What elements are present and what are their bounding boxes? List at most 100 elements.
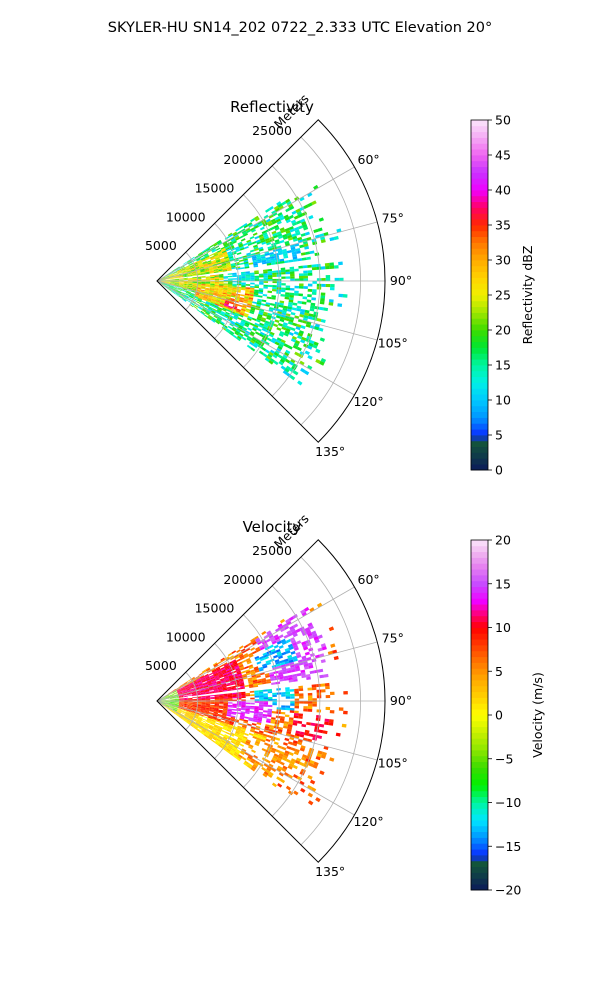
radar-cell [245, 657, 251, 662]
radar-cell [217, 240, 222, 245]
radar-cell [199, 266, 204, 269]
radar-cell [220, 311, 226, 315]
radar-field-cells [157, 602, 348, 806]
radar-cell [204, 711, 209, 714]
radar-cell [171, 710, 176, 714]
radar-cell [267, 765, 273, 770]
radar-cell [214, 703, 220, 705]
radar-cell [169, 704, 174, 707]
radar-cell [242, 737, 247, 741]
radar-cell [170, 279, 175, 281]
radar-cell [181, 269, 187, 272]
radar-cell [288, 679, 294, 683]
radar-cell [265, 769, 270, 774]
radar-cell [176, 711, 181, 714]
radar-cell [221, 715, 227, 719]
radar-cell [213, 293, 218, 297]
radar-cell [192, 274, 197, 277]
radar-cell [265, 738, 271, 743]
radar-cell [227, 704, 233, 707]
range-tick-label: 5000 [145, 658, 177, 673]
radar-cell [204, 254, 209, 258]
radar-cell [170, 282, 175, 284]
radar-cell [243, 260, 249, 263]
radar-cell [259, 704, 264, 707]
radar-cell [218, 288, 224, 291]
radar-cell [204, 312, 210, 316]
radar-cell [279, 718, 285, 722]
radar-cell [238, 676, 243, 680]
radar-cell [181, 269, 187, 272]
radar-cell [223, 324, 228, 329]
radar-cell [174, 696, 179, 698]
radar-cell [293, 293, 299, 296]
radar-cell [222, 709, 228, 711]
radar-cell [229, 330, 235, 335]
radar-cell [304, 651, 310, 656]
radar-cell [205, 722, 210, 726]
radar-cell [211, 318, 216, 322]
radar-cell [302, 223, 308, 228]
radar-cell [242, 242, 248, 247]
radar-cell [287, 306, 293, 310]
radar-cell [217, 307, 223, 310]
radar-cell [272, 281, 277, 284]
radar-cell [183, 682, 188, 685]
radar-cell [232, 746, 237, 751]
radar-cell [286, 372, 292, 378]
radar-cell [316, 695, 322, 699]
radar-cell [285, 358, 291, 364]
radar-cell [268, 771, 274, 777]
radar-cell [205, 287, 210, 290]
radar-cell [241, 229, 247, 234]
radar-cell [302, 754, 308, 759]
colorbar-segment [471, 668, 488, 675]
radar-cell [285, 328, 291, 332]
radar-cell [187, 704, 193, 706]
radar-cell [174, 284, 179, 286]
radar-cell [288, 299, 294, 303]
radar-cell [263, 284, 268, 287]
radar-cell [164, 694, 169, 698]
radar-cell [219, 284, 224, 286]
radar-cell [249, 707, 255, 710]
colorbar-segment [471, 271, 488, 278]
radar-cell [197, 251, 203, 256]
radar-cell [174, 277, 179, 279]
radar-cell [192, 285, 197, 287]
radar-cell [292, 363, 298, 369]
azimuth-tick-label: 135° [315, 444, 345, 459]
radar-cell [282, 236, 288, 240]
radar-cell [209, 271, 215, 274]
radar-cell [243, 644, 249, 649]
radar-cell [236, 276, 242, 279]
radar-cell [277, 233, 283, 237]
radar-cell [253, 711, 259, 714]
radar-cell [168, 692, 173, 696]
radar-cell [297, 300, 303, 304]
radar-cell [183, 285, 188, 287]
radar-cell [280, 316, 286, 320]
radar-cell [285, 696, 291, 699]
radar-cell [172, 709, 177, 712]
radar-cell [224, 300, 230, 304]
radar-cell [258, 706, 264, 709]
radar-cell [185, 267, 190, 270]
radar-cell [261, 259, 267, 263]
radar-cell [185, 292, 191, 295]
radar-cell [205, 283, 211, 285]
radar-cell [266, 767, 272, 772]
radar-cell [176, 290, 182, 293]
colorbar-segment [471, 265, 488, 273]
radar-cell [209, 710, 214, 713]
radar-cell [165, 704, 170, 707]
radar-cell [234, 259, 239, 262]
radar-cell [221, 714, 227, 718]
radar-cell [178, 694, 183, 697]
radar-cell [266, 241, 272, 246]
radar-cell [175, 292, 180, 296]
radar-cell [232, 695, 237, 698]
radar-cell [246, 764, 252, 769]
radar-cell [214, 702, 220, 704]
radar-cell [284, 227, 290, 232]
